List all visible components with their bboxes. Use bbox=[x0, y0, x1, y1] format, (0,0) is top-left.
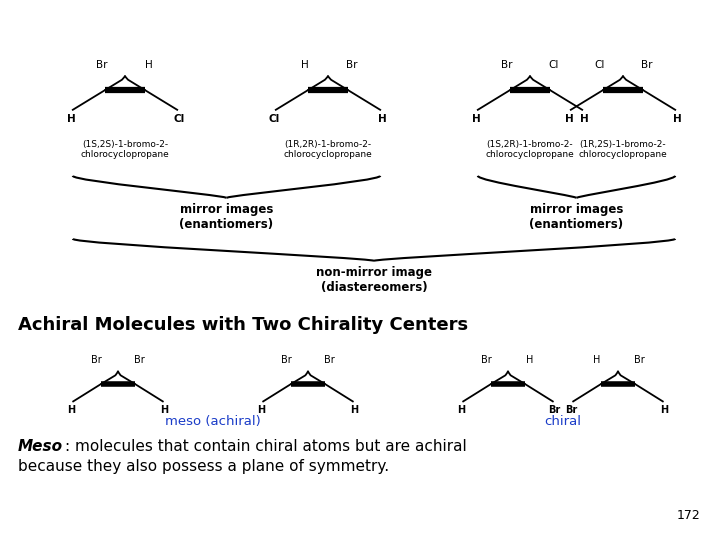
Text: Meso: Meso bbox=[18, 440, 63, 454]
Text: Br: Br bbox=[481, 355, 492, 365]
Text: (1S,2R)-1-bromo-2-
chlorocyclopropane: (1S,2R)-1-bromo-2- chlorocyclopropane bbox=[485, 140, 575, 159]
Text: (1S,2S)-1-bromo-2-
chlorocyclopropane: (1S,2S)-1-bromo-2- chlorocyclopropane bbox=[81, 140, 169, 159]
Text: H: H bbox=[526, 355, 533, 365]
Text: Br: Br bbox=[282, 355, 292, 365]
Text: H: H bbox=[258, 405, 266, 415]
Text: Br: Br bbox=[324, 355, 335, 365]
Text: because they also possess a plane of symmetry.: because they also possess a plane of sym… bbox=[18, 460, 389, 475]
Text: H: H bbox=[472, 114, 480, 124]
Text: H: H bbox=[564, 114, 573, 124]
Text: Br: Br bbox=[565, 405, 577, 415]
Text: H: H bbox=[457, 405, 466, 415]
Text: non-mirror image
(diastereomers): non-mirror image (diastereomers) bbox=[316, 266, 432, 294]
Text: chiral: chiral bbox=[544, 415, 582, 428]
Text: H: H bbox=[301, 60, 308, 70]
Text: Br: Br bbox=[501, 60, 513, 70]
Text: Cl: Cl bbox=[595, 60, 605, 70]
Text: Achiral Molecules with Two Chirality Centers: Achiral Molecules with Two Chirality Cen… bbox=[18, 316, 468, 334]
Text: Br: Br bbox=[134, 355, 145, 365]
Text: Cl: Cl bbox=[269, 114, 279, 124]
Text: H: H bbox=[377, 114, 387, 124]
Text: Br: Br bbox=[634, 355, 645, 365]
Text: meso (achiral): meso (achiral) bbox=[165, 415, 261, 428]
Text: H: H bbox=[68, 405, 76, 415]
Text: Br: Br bbox=[641, 60, 652, 70]
Text: H: H bbox=[660, 405, 668, 415]
Text: H: H bbox=[593, 355, 600, 365]
Text: Br: Br bbox=[548, 405, 561, 415]
Text: H: H bbox=[145, 60, 152, 70]
Text: H: H bbox=[351, 405, 359, 415]
Text: Br: Br bbox=[91, 355, 102, 365]
Text: (1R,2S)-1-bromo-2-
chlorocyclopropane: (1R,2S)-1-bromo-2- chlorocyclopropane bbox=[579, 140, 667, 159]
Text: H: H bbox=[67, 114, 76, 124]
Text: H: H bbox=[580, 114, 588, 124]
Text: 172: 172 bbox=[676, 509, 700, 522]
Text: H: H bbox=[161, 405, 168, 415]
Text: Br: Br bbox=[346, 60, 357, 70]
Text: mirror images
(enantiomers): mirror images (enantiomers) bbox=[179, 203, 274, 231]
Text: H: H bbox=[672, 114, 681, 124]
Text: (1R,2R)-1-bromo-2-
chlorocyclopropane: (1R,2R)-1-bromo-2- chlorocyclopropane bbox=[284, 140, 372, 159]
Text: Br: Br bbox=[96, 60, 107, 70]
Text: mirror images
(enantiomers): mirror images (enantiomers) bbox=[529, 203, 624, 231]
Text: Cl: Cl bbox=[548, 60, 559, 70]
Text: : molecules that contain chiral atoms but are achiral: : molecules that contain chiral atoms bu… bbox=[65, 440, 467, 454]
Text: Cl: Cl bbox=[174, 114, 184, 124]
